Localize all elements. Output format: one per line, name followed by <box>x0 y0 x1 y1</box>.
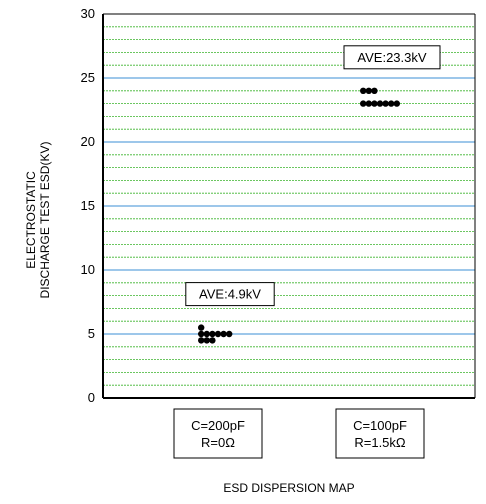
average-label: AVE:4.9kV <box>199 287 261 302</box>
data-point <box>209 330 216 338</box>
data-point <box>365 100 372 107</box>
data-point <box>198 330 205 338</box>
data-point <box>388 100 395 107</box>
y-tick-labels: 0 5 10 15 20 25 30 <box>81 6 95 405</box>
data-point <box>220 330 227 338</box>
category-label-line: R=0Ω <box>201 435 235 450</box>
data-point <box>382 100 389 107</box>
category-labels: C=200pF R=0Ω C=100pF R=1.5kΩ <box>173 408 425 459</box>
average-label: AVE:23.3kV <box>357 50 426 65</box>
data-point <box>365 87 372 95</box>
data-point <box>371 100 378 107</box>
data-point <box>214 330 222 338</box>
category-label-line: R=1.5kΩ <box>354 435 406 450</box>
data-point <box>226 330 233 338</box>
data-point <box>371 87 378 95</box>
axes <box>102 13 476 399</box>
y-tick-label: 10 <box>81 262 95 277</box>
average-label-box <box>343 45 441 70</box>
data-point <box>203 337 210 344</box>
y-tick-label: 0 <box>88 390 95 405</box>
category-label-box <box>335 408 425 459</box>
y-tick-label: 15 <box>81 198 95 213</box>
data-points <box>198 87 400 344</box>
y-tick-label: 25 <box>81 70 95 85</box>
grid-lines <box>103 26 475 386</box>
data-point <box>198 337 205 344</box>
data-point <box>203 330 210 338</box>
data-point <box>393 100 400 107</box>
x-axis-label: ESD DISPERSION MAP <box>223 481 354 495</box>
average-annotations: AVE:4.9kV AVE:23.3kV <box>185 45 441 307</box>
y-axis-label: ELECTROSTATIC DISCHARGE TEST ESD(KV) <box>24 142 52 299</box>
average-label-box <box>185 282 275 307</box>
y-axis-label-line-2: DISCHARGE TEST ESD(KV) <box>38 142 52 299</box>
category-label-line: C=100pF <box>353 418 407 433</box>
data-point <box>360 100 367 107</box>
data-point <box>376 100 384 107</box>
category-label-line: C=200pF <box>191 418 245 433</box>
y-tick-label: 30 <box>81 6 95 21</box>
category-label-box <box>173 408 263 459</box>
y-axis-label-line-1: ELECTROSTATIC <box>24 171 38 269</box>
y-tick-label: 20 <box>81 134 95 149</box>
data-point <box>209 337 216 344</box>
y-tick-label: 5 <box>88 326 95 341</box>
data-point <box>198 324 205 331</box>
data-point <box>360 87 367 95</box>
